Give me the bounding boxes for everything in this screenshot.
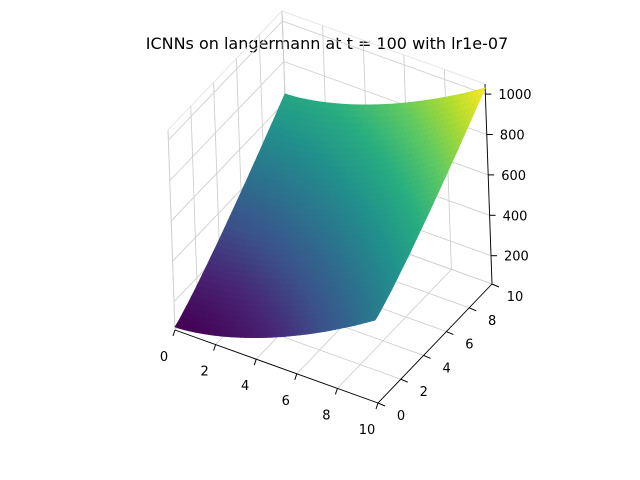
z-tick-label: 800 bbox=[500, 129, 525, 144]
x-tick-label: 6 bbox=[282, 394, 290, 409]
y-tick-mark bbox=[491, 283, 500, 288]
y-tick-label: 6 bbox=[465, 338, 473, 353]
x-axis-line bbox=[174, 329, 379, 404]
z-tick-label: 200 bbox=[504, 250, 529, 265]
x-gridline-floor bbox=[337, 269, 452, 389]
z-axis-line bbox=[484, 83, 493, 285]
tick-marks bbox=[172, 93, 500, 410]
z-gridline-left bbox=[168, 20, 283, 141]
x-tick-mark bbox=[375, 402, 379, 410]
y-tick-mark bbox=[423, 354, 431, 359]
y-gridline-left bbox=[167, 129, 176, 331]
y-tick-mark bbox=[469, 307, 477, 312]
y-tick-label: 0 bbox=[397, 409, 405, 424]
z-tick-label: 1000 bbox=[498, 88, 531, 103]
axis-lines bbox=[174, 83, 493, 404]
z-gridline-left bbox=[170, 101, 286, 222]
y-gridline-left bbox=[190, 106, 199, 307]
x-tick-label: 0 bbox=[160, 350, 168, 365]
x-tick-mark bbox=[213, 344, 217, 351]
x-tick-label: 8 bbox=[322, 408, 330, 423]
surface-mesh bbox=[174, 87, 486, 339]
x-tick-label: 2 bbox=[200, 365, 208, 380]
surface-facet bbox=[174, 322, 184, 329]
z-gridline-back bbox=[282, 20, 486, 95]
z-tick-label: 400 bbox=[503, 209, 528, 224]
x-tick-mark bbox=[334, 388, 338, 395]
y-tick-label: 8 bbox=[488, 314, 496, 329]
x-tick-mark bbox=[172, 329, 176, 337]
y-tick-label: 2 bbox=[420, 385, 428, 400]
chart-title: ICNNs on langermann at t = 100 with lr1e… bbox=[146, 34, 509, 53]
y-tick-label: 10 bbox=[507, 290, 524, 305]
z-tick-label: 600 bbox=[501, 169, 526, 184]
x-tick-mark bbox=[294, 373, 298, 380]
x-tick-label: 10 bbox=[359, 423, 376, 438]
y-tick-mark bbox=[446, 331, 454, 336]
y-tick-mark bbox=[400, 378, 408, 383]
x-tick-label: 4 bbox=[241, 379, 249, 394]
x-tick-mark bbox=[253, 359, 257, 366]
y-axis-line bbox=[377, 283, 493, 404]
y-tick-mark bbox=[377, 402, 386, 407]
y-tick-label: 4 bbox=[442, 361, 450, 376]
z-gridline-left bbox=[169, 61, 285, 181]
